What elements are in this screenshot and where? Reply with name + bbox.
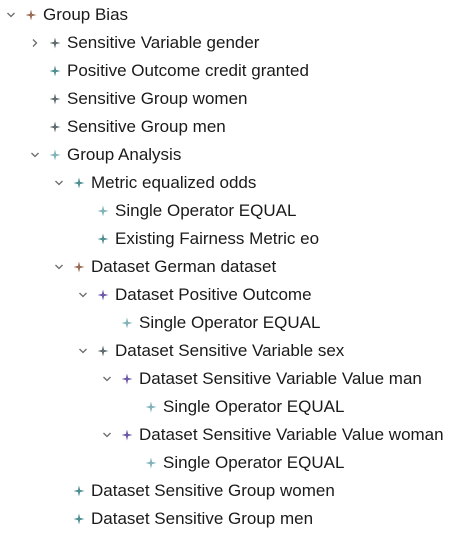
element-star-icon (145, 457, 157, 469)
chevron-down-icon[interactable] (5, 1, 17, 29)
element-star-icon (49, 93, 61, 105)
element-star-icon (121, 429, 133, 441)
chevron-down-icon[interactable] (53, 169, 65, 197)
tree-item-label: Single Operator EQUAL (115, 201, 297, 220)
tree-item-label: Dataset Sensitive Variable sex (115, 341, 345, 360)
tree-item[interactable]: Single Operator EQUAL (125, 393, 344, 421)
tree-item[interactable]: Group Bias (5, 1, 128, 29)
tree-item-label: Existing Fairness Metric eo (115, 229, 320, 248)
element-star-icon (25, 9, 37, 21)
tree-item[interactable]: Metric equalized odds (53, 169, 256, 197)
tree-item[interactable]: Existing Fairness Metric eo (77, 225, 319, 253)
element-star-icon (145, 401, 157, 413)
element-star-icon (121, 317, 133, 329)
tree-item[interactable]: Dataset Sensitive Group women (53, 477, 335, 505)
tree-item[interactable]: Sensitive Group men (29, 113, 226, 141)
tree-item-label: Dataset Sensitive Variable Value man (139, 369, 422, 388)
element-star-icon (73, 177, 85, 189)
tree-item-label: Metric equalized odds (91, 173, 257, 192)
chevron-right-icon[interactable] (29, 29, 41, 57)
tree-item-label: Single Operator EQUAL (139, 313, 321, 332)
tree-item-label: Single Operator EQUAL (163, 453, 345, 472)
tree-item-label: Dataset German dataset (91, 257, 277, 276)
tree-item-label: Sensitive Group men (67, 117, 226, 136)
tree-item[interactable]: Single Operator EQUAL (125, 449, 344, 477)
tree-item[interactable]: Single Operator EQUAL (101, 309, 320, 337)
tree-item[interactable]: Sensitive Variable gender (29, 29, 259, 57)
tree-item[interactable]: Sensitive Group women (29, 85, 247, 113)
tree-item-label: Single Operator EQUAL (163, 397, 345, 416)
element-star-icon (73, 261, 85, 273)
tree-item[interactable]: Dataset Sensitive Variable sex (77, 337, 344, 365)
tree-item-label: Positive Outcome credit granted (67, 61, 309, 80)
element-star-icon (97, 289, 109, 301)
tree-item[interactable]: Positive Outcome credit granted (29, 57, 309, 85)
element-star-icon (73, 513, 85, 525)
tree-item[interactable]: Dataset Sensitive Variable Value man (101, 365, 422, 393)
element-star-icon (49, 121, 61, 133)
tree-item-label: Group Analysis (67, 145, 182, 164)
tree-item[interactable]: Group Analysis (29, 141, 181, 169)
tree-item-label: Dataset Sensitive Group men (91, 509, 314, 528)
element-star-icon (97, 345, 109, 357)
element-star-icon (97, 205, 109, 217)
tree-item-label: Dataset Positive Outcome (115, 285, 312, 304)
element-star-icon (49, 149, 61, 161)
tree-item-label: Sensitive Variable gender (67, 33, 260, 52)
tree-item-label: Dataset Sensitive Variable Value woman (139, 425, 444, 444)
chevron-down-icon[interactable] (29, 141, 41, 169)
element-star-icon (121, 373, 133, 385)
chevron-down-icon[interactable] (77, 281, 89, 309)
tree-item-label: Group Bias (43, 5, 129, 24)
chevron-down-icon[interactable] (53, 253, 65, 281)
tree-item-label: Dataset Sensitive Group women (91, 481, 335, 500)
element-star-icon (97, 233, 109, 245)
element-star-icon (73, 485, 85, 497)
chevron-down-icon[interactable] (101, 421, 113, 449)
tree-item[interactable]: Dataset Sensitive Variable Value woman (101, 421, 444, 449)
element-star-icon (49, 37, 61, 49)
tree-item-label: Sensitive Group women (67, 89, 248, 108)
tree-item[interactable]: Dataset Sensitive Group men (53, 505, 313, 533)
chevron-down-icon[interactable] (77, 337, 89, 365)
tree-item[interactable]: Dataset Positive Outcome (77, 281, 312, 309)
tree-item[interactable]: Single Operator EQUAL (77, 197, 296, 225)
tree-item[interactable]: Dataset German dataset (53, 253, 276, 281)
element-star-icon (49, 65, 61, 77)
chevron-down-icon[interactable] (101, 365, 113, 393)
